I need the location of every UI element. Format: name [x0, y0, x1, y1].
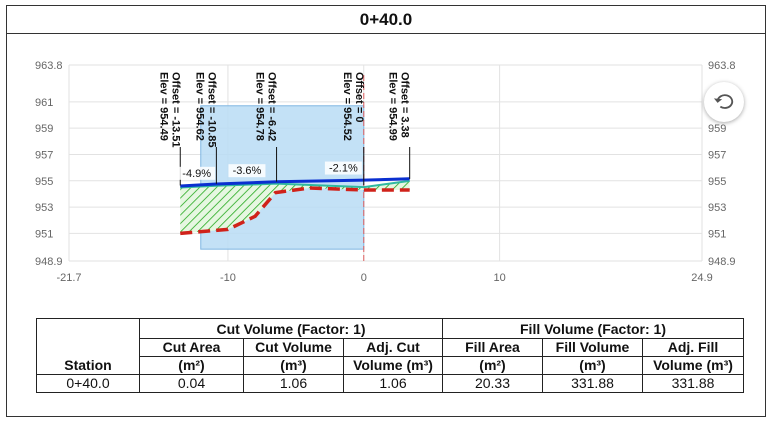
slope-label: -2.1% [329, 163, 358, 175]
fill-volume-group-header: Fill Volume (Factor: 1) [442, 318, 744, 339]
reset-view-button[interactable] [704, 82, 744, 122]
adj-fill-header-1: Adj. Fill [642, 338, 744, 357]
elev-text: Elev = 954.99 [387, 72, 399, 141]
offset-text: Offset = -10.85 [205, 72, 217, 148]
offset-text: Offset = -13.51 [169, 72, 181, 148]
offset-text: Offset = -6.42 [266, 72, 278, 141]
existing-ground-line [180, 186, 410, 236]
fill-volume-header-2: (m³) [542, 356, 643, 375]
slope-label-bg [178, 166, 216, 180]
y-tick-label-right: 951 [708, 228, 726, 240]
slope-label: -3.6% [233, 165, 262, 177]
adj-cut-volume-cell: 1.06 [343, 374, 443, 393]
fill-volume-header-1: Fill Volume [542, 338, 643, 357]
station-title: 0+40.0 [7, 6, 765, 34]
adj-fill-header-2: Volume (m³) [642, 356, 744, 375]
fill-area-hatch [180, 180, 410, 234]
x-tick-label: -10 [220, 272, 236, 284]
y-tick-label-right: 955 [708, 176, 726, 188]
y-tick-label-left: 951 [35, 228, 53, 240]
y-tick-label-left: 963.8 [35, 60, 63, 72]
cut-area-header-1: Cut Area [139, 338, 244, 357]
y-tick-label-right: 948.9 [708, 256, 736, 268]
undo-icon [713, 94, 734, 109]
fill-area-header-2: (m²) [442, 356, 543, 375]
y-tick-label-right: 953 [708, 202, 726, 214]
cut-volume-group-header: Cut Volume (Factor: 1) [139, 318, 443, 339]
elev-text: Elev = 954.62 [193, 72, 205, 141]
adj-cut-header-2: Volume (m³) [343, 356, 443, 375]
y-tick-label-right: 959 [708, 123, 726, 135]
y-tick-label-left: 957 [35, 149, 53, 161]
adj-cut-header-1: Adj. Cut [343, 338, 443, 357]
station-header: Station [36, 318, 140, 375]
slope-label-bg [228, 164, 266, 178]
design-subgrade-line [180, 179, 410, 189]
station-cell: 0+40.0 [36, 374, 140, 393]
design-surface-line [180, 177, 410, 188]
cut-volume-cell: 1.06 [243, 374, 344, 393]
elev-text: Elev = 954.78 [254, 72, 266, 141]
volume-table: Station Cut Volume (Factor: 1) Fill Volu… [36, 318, 744, 393]
y-tick-label-right: 963.8 [708, 60, 736, 72]
fill-volume-cell: 331.88 [542, 374, 643, 393]
elev-text: Elev = 954.52 [341, 72, 353, 141]
y-tick-label-left: 953 [35, 202, 53, 214]
y-tick-label-left: 955 [35, 176, 53, 188]
y-tick-label-right: 957 [708, 149, 726, 161]
cut-volume-header-2: (m³) [243, 356, 344, 375]
x-tick-label: 10 [493, 272, 505, 284]
cut-volume-header-1: Cut Volume [243, 338, 344, 357]
cut-area-cell: 0.04 [139, 374, 244, 393]
y-tick-label-left: 948.9 [35, 256, 63, 268]
x-tick-label: 0 [361, 272, 367, 284]
cut-area-header-2: (m²) [139, 356, 244, 375]
table-row: 0+40.0 0.04 1.06 1.06 20.33 331.88 331.8… [36, 374, 744, 393]
offset-text: Offset = 0 [353, 72, 365, 122]
slope-label: -4.9% [182, 168, 211, 180]
offset-text: Offset = 3.38 [399, 72, 411, 138]
x-tick-label: -21.7 [56, 272, 81, 284]
elev-text: Elev = 954.49 [157, 72, 169, 141]
x-tick-label: 24.9 [691, 272, 712, 284]
adj-fill-volume-cell: 331.88 [642, 374, 744, 393]
fill-area-header-1: Fill Area [442, 338, 543, 357]
fill-area-cell: 20.33 [442, 374, 543, 393]
slope-label-bg [324, 161, 362, 175]
y-tick-label-left: 961 [35, 97, 53, 109]
cross-section-panel: 0+40.0 Offset = -13.51 Elev = 954.49 Offse… [6, 5, 766, 417]
y-tick-label-left: 959 [35, 123, 53, 135]
